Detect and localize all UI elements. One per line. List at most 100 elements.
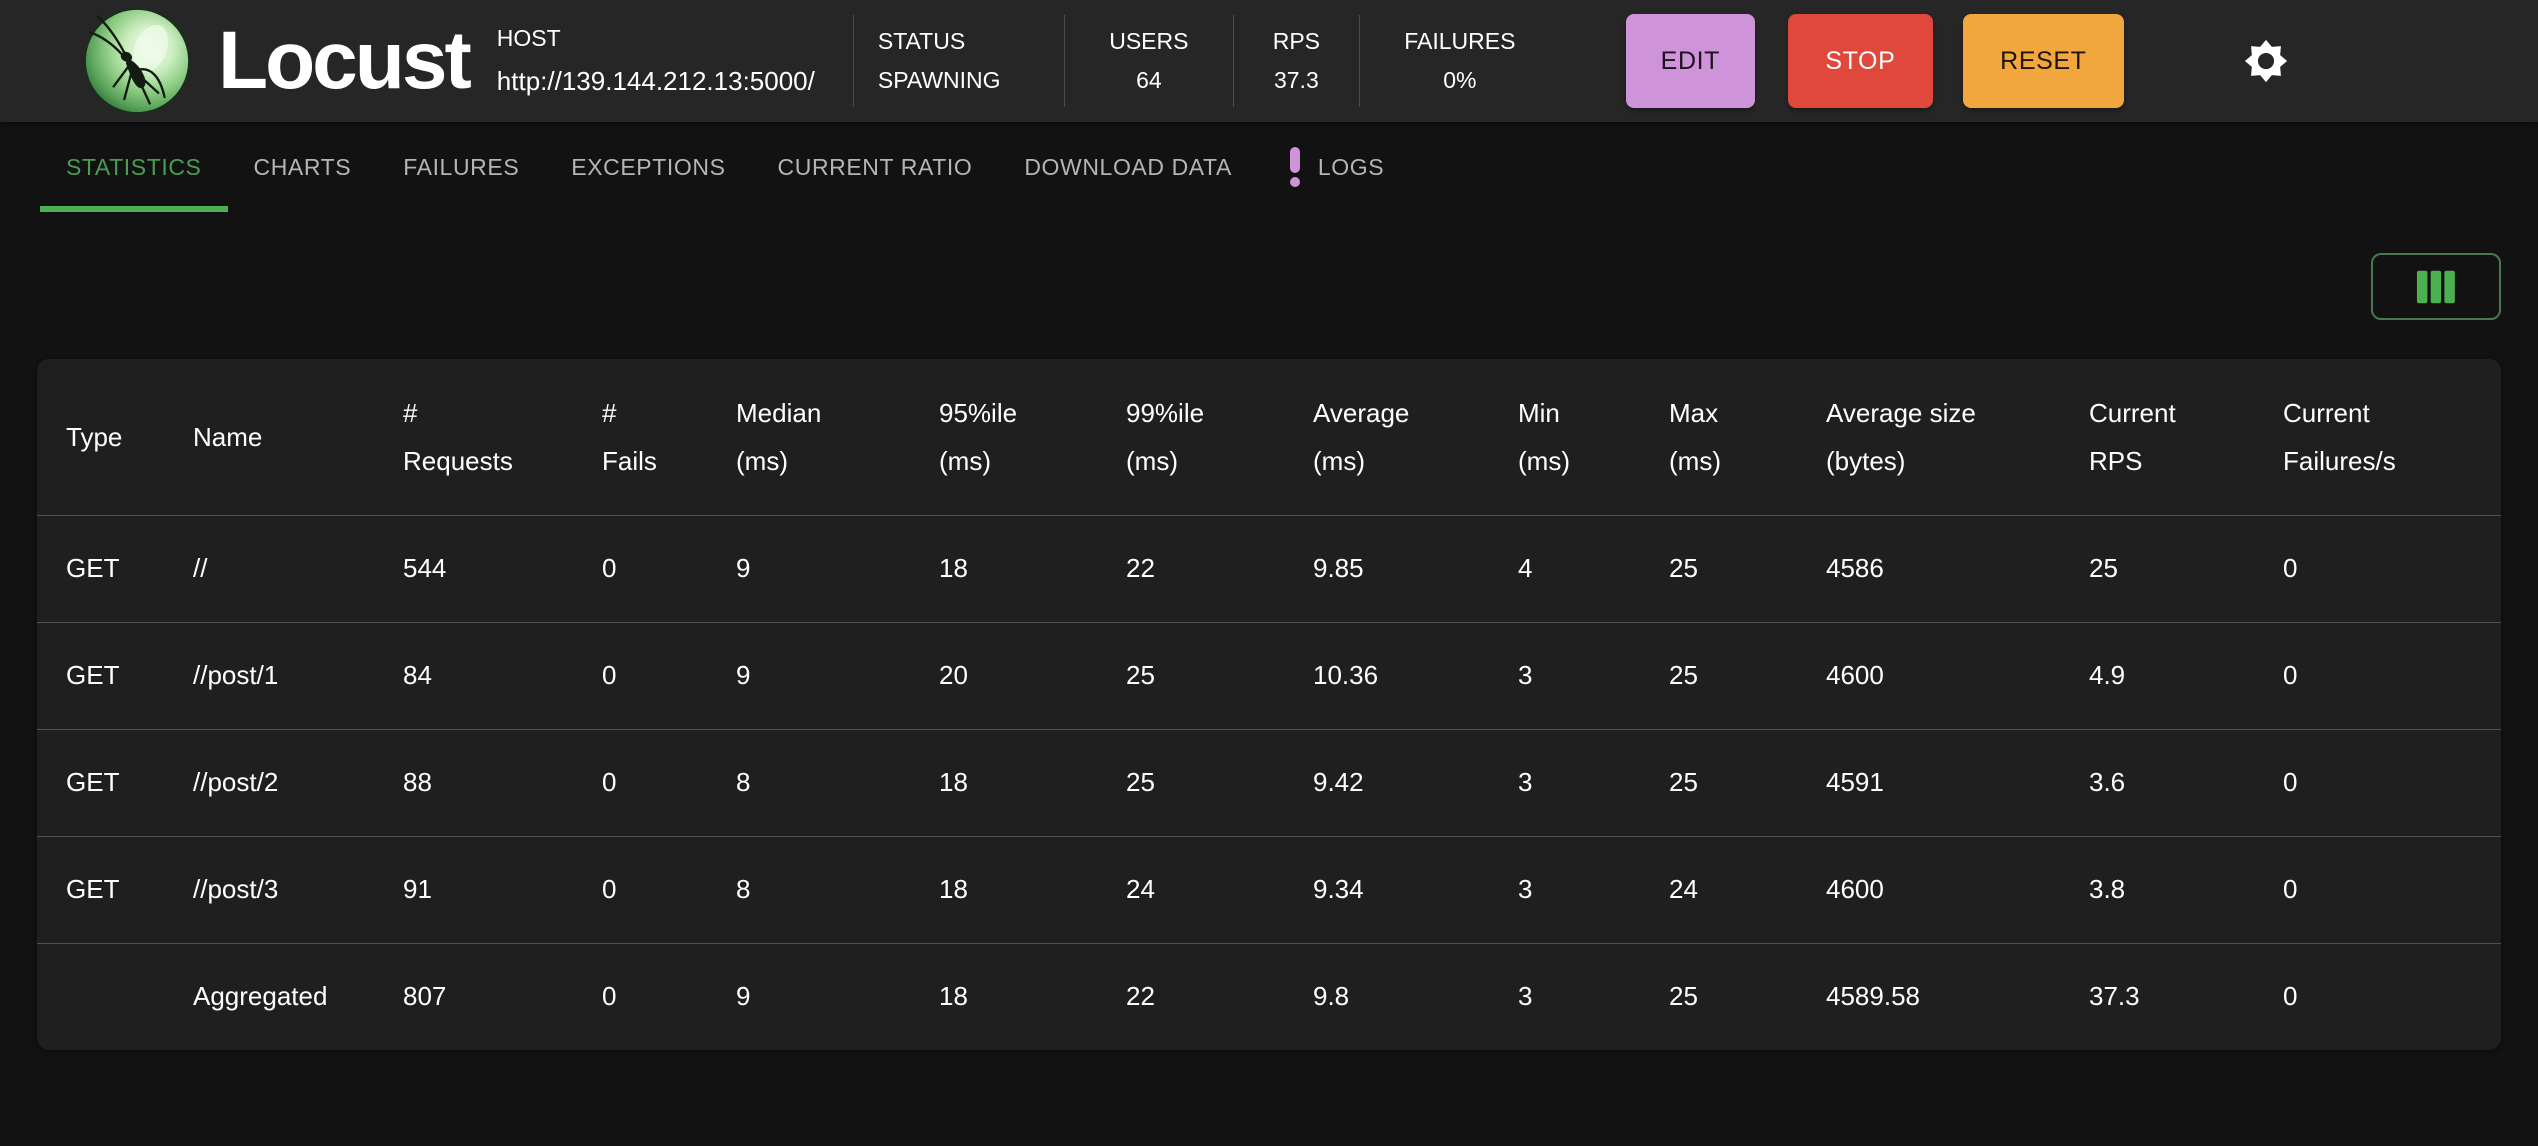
tab-download-data[interactable]: DOWNLOAD DATA — [998, 122, 1258, 212]
column-header-name[interactable]: Name — [193, 421, 263, 452]
reset-button[interactable]: RESET — [1962, 14, 2124, 108]
table-cell: 0 — [2254, 514, 2501, 622]
column-header-95th[interactable]: 95%ile (ms) — [939, 397, 1018, 476]
table-cell: 0 — [573, 514, 707, 622]
table-cell: 3 — [1489, 835, 1640, 943]
table-cell: 9.8 — [1284, 942, 1489, 1050]
status-label: STATUS — [877, 27, 966, 54]
rps-value: 37.3 — [1273, 67, 1319, 93]
table-cell: 3.8 — [2060, 835, 2254, 943]
column-header-99th[interactable]: 99%ile (ms) — [1126, 397, 1205, 476]
column-header-max[interactable]: Max (ms) — [1669, 397, 1721, 476]
table-cell: 0 — [2254, 728, 2501, 836]
table-cell: 0 — [573, 728, 707, 836]
table-cell: GET — [37, 621, 164, 729]
column-header-average[interactable]: Average (ms) — [1313, 397, 1410, 476]
table-cell: 0 — [2254, 835, 2501, 943]
table-cell: 4600 — [1797, 835, 2060, 943]
statistics-table-card: Type Name # Requests # Fails Median (ms)… — [37, 359, 2501, 1050]
table-cell: GET — [37, 514, 164, 622]
status-stat: STATUS SPAWNING — [854, 0, 1064, 122]
table-cell: 25 — [1097, 728, 1284, 836]
settings-button[interactable] — [2236, 31, 2296, 91]
table-cell: GET — [37, 728, 164, 836]
tab-label: LOGS — [1317, 153, 1385, 180]
column-header-fails[interactable]: # Fails — [602, 397, 657, 476]
table-cell — [37, 942, 164, 1050]
table-cell: 9.34 — [1284, 835, 1489, 943]
statistics-table: Type Name # Requests # Fails Median (ms)… — [37, 359, 2501, 1050]
table-cell: 84 — [374, 621, 573, 729]
table-cell: 9 — [707, 514, 910, 622]
column-header-average-size[interactable]: Average size (bytes) — [1826, 397, 1976, 476]
table-cell: 24 — [1097, 835, 1284, 943]
table-cell: 8 — [707, 835, 910, 943]
locust-logo-icon — [84, 8, 190, 114]
brand-title: Locust — [218, 15, 472, 106]
table-row[interactable]: GET //post/2 88 0 8 18 25 9.42 3 25 4591… — [37, 728, 2501, 836]
table-cell: 9 — [707, 942, 910, 1050]
table-cell: 22 — [1097, 942, 1284, 1050]
tab-statistics[interactable]: STATISTICS — [40, 122, 228, 212]
failures-stat: FAILURES 0% — [1360, 0, 1560, 122]
table-cell: 18 — [910, 514, 1097, 622]
table-cell: 544 — [374, 514, 573, 622]
app-header: Locust HOST http://139.144.212.13:5000/ … — [0, 0, 2538, 122]
tab-label: EXCEPTIONS — [571, 153, 726, 180]
column-header-current-failures[interactable]: Current Failures/s — [2283, 397, 2396, 476]
gear-icon — [2244, 39, 2287, 83]
tab-failures[interactable]: FAILURES — [377, 122, 545, 212]
table-cell: 3 — [1489, 728, 1640, 836]
table-cell: 25 — [1097, 621, 1284, 729]
table-cell: 25 — [2060, 514, 2254, 622]
active-tab-indicator — [40, 206, 228, 212]
table-cell: 9 — [707, 621, 910, 729]
tab-exceptions[interactable]: EXCEPTIONS — [545, 122, 751, 212]
table-row[interactable]: GET //post/3 91 0 8 18 24 9.34 3 24 4600… — [37, 835, 2501, 943]
table-cell: 0 — [573, 621, 707, 729]
table-toolbar — [37, 253, 2501, 320]
rps-label: RPS — [1272, 27, 1320, 54]
table-cell: //post/3 — [164, 835, 374, 943]
divider — [1063, 15, 1065, 107]
table-cell: 18 — [910, 942, 1097, 1050]
table-cell: 0 — [2254, 621, 2501, 729]
divider — [852, 15, 854, 107]
table-cell: 25 — [1640, 942, 1797, 1050]
column-header-type[interactable]: Type — [66, 421, 123, 452]
table-cell: //post/2 — [164, 728, 374, 836]
stop-button[interactable]: STOP — [1787, 14, 1933, 108]
users-value: 64 — [1136, 67, 1162, 93]
table-cell: 20 — [910, 621, 1097, 729]
tab-label: STATISTICS — [66, 153, 202, 180]
table-cell: //post/1 — [164, 621, 374, 729]
table-cell: 0 — [573, 942, 707, 1050]
table-cell: 9.85 — [1284, 514, 1489, 622]
edit-button[interactable]: EDIT — [1625, 14, 1755, 108]
table-row[interactable]: GET // 544 0 9 18 22 9.85 4 25 4586 25 0 — [37, 514, 2501, 622]
table-cell: GET — [37, 835, 164, 943]
aggregated-row[interactable]: Aggregated 807 0 9 18 22 9.8 3 25 4589.5… — [37, 942, 2501, 1050]
tab-label: DOWNLOAD DATA — [1024, 153, 1232, 180]
column-header-current-rps[interactable]: Current RPS — [2089, 397, 2176, 476]
table-cell: 91 — [374, 835, 573, 943]
table-cell: 3 — [1489, 621, 1640, 729]
table-cell: 25 — [1640, 728, 1797, 836]
column-header-requests[interactable]: # Requests — [403, 397, 513, 476]
table-cell: // — [164, 514, 374, 622]
host-url: http://139.144.212.13:5000/ — [496, 66, 815, 96]
statistics-page: Type Name # Requests # Fails Median (ms)… — [0, 253, 2538, 1050]
table-header-row: Type Name # Requests # Fails Median (ms)… — [37, 359, 2501, 515]
tab-logs[interactable]: LOGS — [1258, 122, 1410, 212]
tab-current-ratio[interactable]: CURRENT RATIO — [752, 122, 999, 212]
table-cell: 0 — [2254, 942, 2501, 1050]
table-cell: 4 — [1489, 514, 1640, 622]
table-row[interactable]: GET //post/1 84 0 9 20 25 10.36 3 25 460… — [37, 621, 2501, 729]
tab-charts[interactable]: CHARTS — [228, 122, 378, 212]
divider — [1232, 15, 1234, 107]
column-header-min[interactable]: Min (ms) — [1518, 397, 1570, 476]
column-selector-button[interactable] — [2371, 253, 2501, 320]
table-cell: 4591 — [1797, 728, 2060, 836]
column-header-median[interactable]: Median (ms) — [736, 397, 822, 476]
table-cell: 10.36 — [1284, 621, 1489, 729]
